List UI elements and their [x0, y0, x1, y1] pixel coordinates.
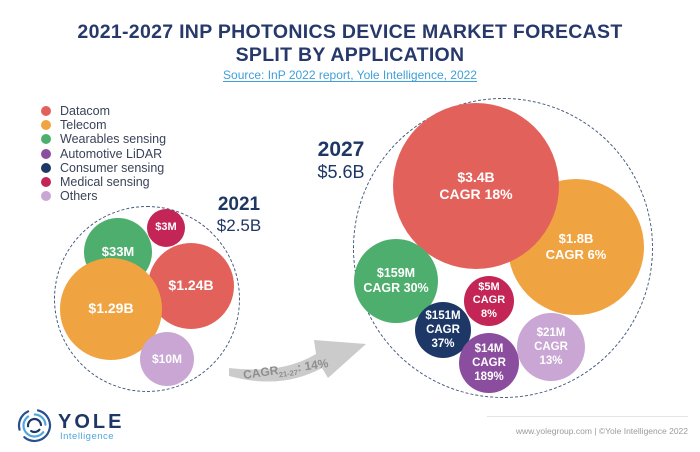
yole-logo-text: YOLE: [58, 411, 125, 433]
bubble-2021-datacom: $1.24B: [148, 243, 234, 329]
legend-item-telecom: Telecom: [41, 118, 166, 132]
bubble-2027-datacom: $3.4B CAGR 18%: [393, 103, 559, 269]
legend-item-medical: Medical sensing: [41, 175, 166, 189]
legend-dot-telecom: [41, 120, 51, 131]
legend: Datacom Telecom Wearables sensing Automo…: [41, 104, 166, 203]
yole-logo-subtext: Intelligence: [60, 431, 115, 442]
page-title: 2021-2027 INP PHOTONICS DEVICE MARKET FO…: [77, 21, 623, 43]
legend-item-wearables: Wearables sensing: [41, 132, 166, 146]
legend-dot-consumer: [41, 162, 51, 173]
page-title-line2: SPLIT BY APPLICATION: [235, 44, 465, 66]
bubble-2027-medical: $5M CAGR 8%: [464, 276, 514, 326]
legend-dot-wearables: [41, 134, 51, 145]
legend-item-datacom: Datacom: [41, 104, 166, 118]
legend-dot-medical: [41, 177, 51, 188]
legend-item-others: Others: [41, 189, 166, 203]
footer-divider: [487, 416, 688, 417]
legend-item-automotive: Automotive LiDAR: [41, 147, 166, 161]
cluster-2027-label: 2027 $5.6B: [317, 138, 365, 182]
growth-arrow-icon: [229, 340, 366, 382]
bubble-2027-others: $21M CAGR 13%: [517, 313, 585, 381]
bubble-2021-others: $10M: [140, 332, 194, 386]
footer-credit[interactable]: www.yolegroup.com | ©Yole Intelligence 2…: [515, 426, 688, 436]
yole-logo-icon: [17, 408, 52, 443]
legend-item-consumer: Consumer sensing: [41, 161, 166, 175]
legend-dot-automotive: [41, 148, 51, 159]
source-link[interactable]: Source: InP 2022 report, Yole Intelligen…: [223, 68, 477, 82]
cluster-2021-ring: [54, 206, 240, 392]
cluster-2027-ring: [353, 98, 653, 398]
bubble-2027-automotive: $14M CAGR 189%: [459, 333, 519, 393]
legend-dot-datacom: [41, 106, 51, 117]
bubble-2021-medical: $3M: [147, 209, 185, 247]
legend-dot-others: [41, 191, 51, 202]
cluster-2021-label: 2021 $2.5B: [216, 194, 262, 235]
